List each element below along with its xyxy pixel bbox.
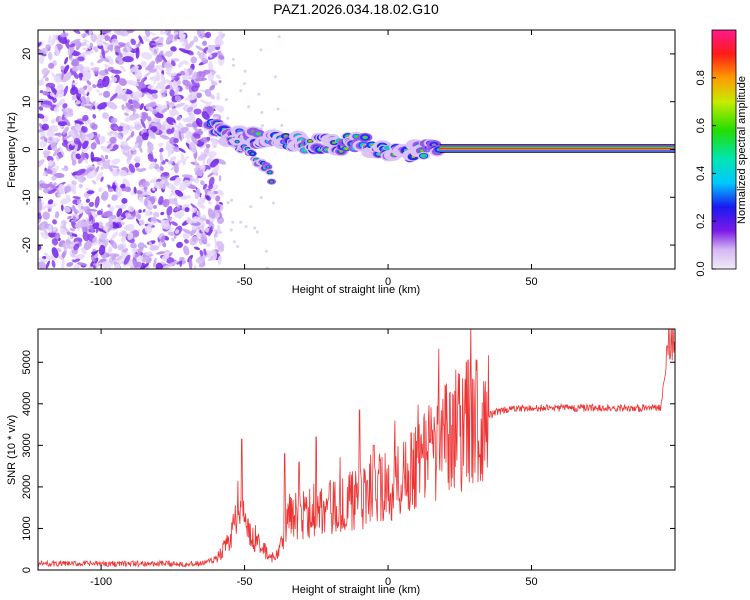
y-tick-label: 5000: [21, 350, 33, 374]
colorbar-gradient: [711, 29, 737, 270]
spectrogram-x-ticks: -100 -50 0 50: [90, 30, 538, 288]
y-tick-label: 4000: [21, 392, 33, 416]
x-tick-label: -100: [90, 276, 112, 288]
y-tick-label: 0: [21, 146, 33, 152]
colorbar: 0.0 0.2 0.4 0.6 0.8 Normalized spectral ampl…: [695, 29, 748, 277]
y-tick-label: 10: [21, 96, 33, 108]
colorbar-ticks: 0.0 0.2 0.4 0.6 0.8: [695, 70, 716, 277]
spectrogram-y-label: Frequency (Hz): [6, 112, 18, 188]
x-tick-label: -50: [237, 276, 253, 288]
x-tick-label: -50: [237, 576, 253, 588]
snr-series-line: [38, 329, 675, 569]
y-tick-label: 2000: [21, 475, 33, 499]
snr-frame: [37, 328, 676, 571]
spectral-ridge: [201, 118, 675, 185]
x-tick-label: 0: [385, 576, 391, 588]
snr-x-label: Height of straight line (km): [292, 584, 420, 596]
y-tick-label: -20: [21, 237, 33, 253]
snr-plot-area: [38, 329, 675, 570]
snr-x-ticks: -100 -50 0 50: [90, 329, 538, 588]
colorbar-tick-label: 0.4: [695, 166, 707, 181]
x-tick-label: 50: [525, 276, 537, 288]
x-tick-label: 0: [385, 276, 391, 288]
colorbar-tick-label: 0.0: [695, 261, 707, 276]
colorbar-label: Normalized spectral amplitude: [736, 76, 748, 224]
snr-y-label: SNR (10 * v/v): [6, 415, 18, 485]
y-tick-label: -10: [21, 189, 33, 205]
figure-title: PAZ1.2026.034.18.02.G10: [273, 1, 439, 17]
y-tick-label: 1000: [21, 516, 33, 540]
spectrogram-y-ticks: -20 -10 0 10 20: [21, 48, 675, 253]
noise-blobs: [38, 30, 284, 269]
colorbar-tick-label: 0.6: [695, 118, 707, 133]
colorbar-tick-label: 0.2: [695, 214, 707, 229]
x-tick-label: -100: [90, 576, 112, 588]
y-tick-label: 0: [21, 567, 33, 573]
y-tick-label: 20: [21, 48, 33, 60]
x-tick-label: 50: [525, 576, 537, 588]
colorbar-tick-label: 0.8: [695, 70, 707, 85]
snr-y-ticks: 0 1000 2000 3000 4000 5000: [21, 350, 675, 573]
y-tick-label: 3000: [21, 433, 33, 457]
spectrogram-x-label: Height of straight line (km): [292, 284, 420, 296]
